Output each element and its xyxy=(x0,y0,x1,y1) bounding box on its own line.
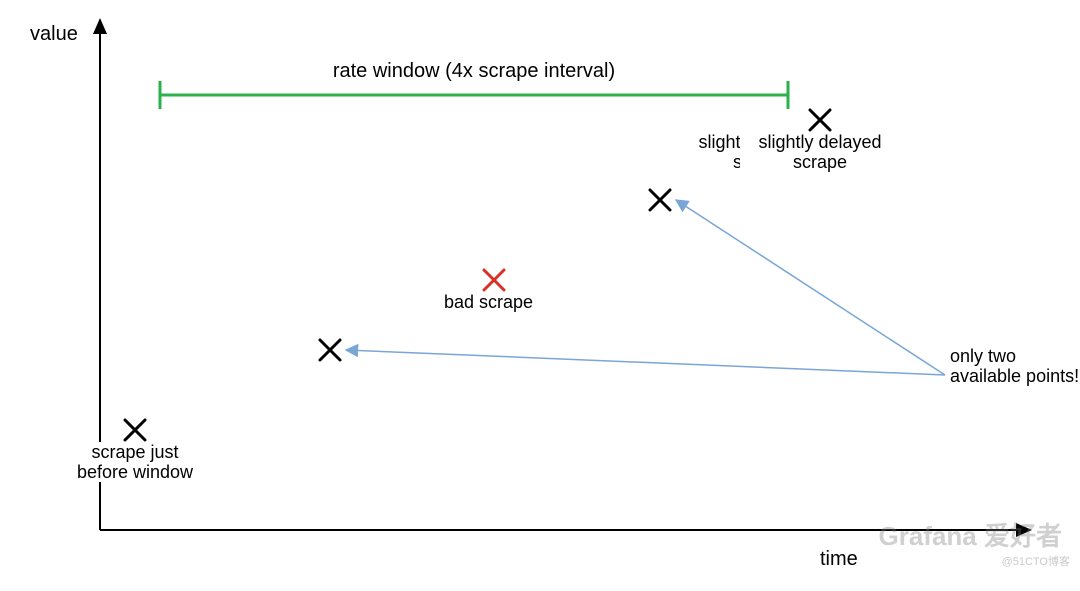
rate-window xyxy=(160,81,788,109)
point-point-b xyxy=(650,190,670,210)
point-scrape-before xyxy=(125,420,145,440)
x-axis-arrow xyxy=(1016,523,1032,537)
point-bad-scrape xyxy=(484,270,504,290)
annotation-arrow-0 xyxy=(346,350,945,375)
y-axis-arrow xyxy=(93,18,107,34)
label-before-c0: scrape just xyxy=(91,442,178,462)
label-before-c1: before window xyxy=(77,462,194,482)
annotation-arrow-1 xyxy=(676,200,945,375)
label-delayed-c0: slightly delayed xyxy=(758,132,881,152)
point-delayed xyxy=(810,110,830,130)
rate-window-label: rate window (4x scrape interval) xyxy=(333,60,615,82)
label-delayed-c1: scrape xyxy=(793,152,847,172)
annotation-label-1: available points! xyxy=(950,366,1079,386)
y-axis-label: value xyxy=(30,23,78,45)
annotation-label-0: only two xyxy=(950,346,1016,366)
point-point-a xyxy=(320,340,340,360)
x-axis-label: time xyxy=(820,548,858,570)
diagram-canvas: value time rate window (4x scrape interval… xyxy=(0,0,1080,591)
label-bad-scrape-0: bad scrape xyxy=(444,292,533,312)
